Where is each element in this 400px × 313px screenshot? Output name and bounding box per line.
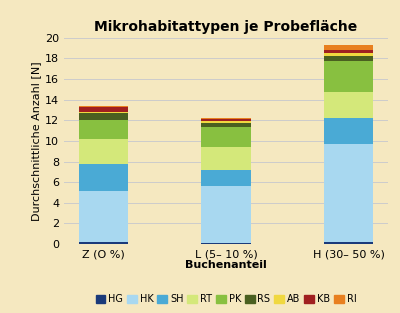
X-axis label: Buchenanteil: Buchenanteil xyxy=(185,260,267,270)
Bar xyxy=(324,242,373,244)
Bar xyxy=(324,144,373,242)
Bar xyxy=(202,243,250,244)
Bar xyxy=(202,123,250,127)
Bar xyxy=(202,118,250,119)
Bar xyxy=(202,146,250,170)
Bar xyxy=(79,192,128,242)
Bar xyxy=(324,56,373,61)
Bar xyxy=(79,164,128,192)
Bar xyxy=(324,118,373,144)
Legend: HG, HK, SH, RT, PK, RS, AB, KB, RI: HG, HK, SH, RT, PK, RS, AB, KB, RI xyxy=(96,295,356,305)
Y-axis label: Durchschnittliche Anzahl [N]: Durchschnittliche Anzahl [N] xyxy=(31,61,41,221)
Title: Mikrohabitattypen je Probefläche: Mikrohabitattypen je Probefläche xyxy=(94,20,358,33)
Bar xyxy=(202,186,250,243)
Bar xyxy=(79,106,128,107)
Bar xyxy=(324,53,373,56)
Bar xyxy=(79,139,128,164)
Bar xyxy=(324,45,373,50)
Bar xyxy=(79,112,128,113)
Bar xyxy=(79,120,128,139)
Bar xyxy=(202,119,250,121)
Bar xyxy=(324,61,373,92)
Bar xyxy=(324,92,373,118)
Bar xyxy=(202,170,250,186)
Bar xyxy=(202,121,250,123)
Bar xyxy=(79,113,128,120)
Bar xyxy=(324,50,373,53)
Bar xyxy=(79,242,128,244)
Bar xyxy=(79,107,128,112)
Bar xyxy=(202,127,250,146)
